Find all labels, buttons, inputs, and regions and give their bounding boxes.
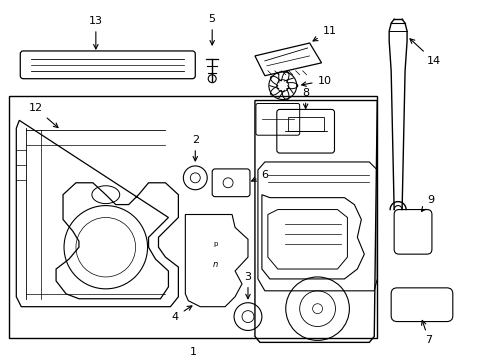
Text: 2: 2 — [191, 135, 199, 161]
Text: 14: 14 — [409, 39, 440, 66]
Text: 10: 10 — [301, 76, 331, 86]
Text: 1: 1 — [189, 347, 196, 357]
Text: 8: 8 — [302, 87, 308, 108]
Bar — [9, 95, 376, 338]
Text: 9: 9 — [421, 195, 434, 211]
Text: 11: 11 — [312, 26, 336, 41]
Text: 5: 5 — [208, 14, 215, 45]
Text: 12: 12 — [29, 103, 58, 127]
Text: p: p — [213, 241, 217, 247]
Text: 7: 7 — [421, 320, 431, 345]
Text: 13: 13 — [89, 16, 102, 49]
Text: 3: 3 — [244, 272, 251, 299]
Text: 4: 4 — [171, 306, 191, 321]
Bar — [287, 117, 323, 131]
Text: n: n — [212, 260, 217, 269]
Text: 6: 6 — [251, 170, 268, 181]
